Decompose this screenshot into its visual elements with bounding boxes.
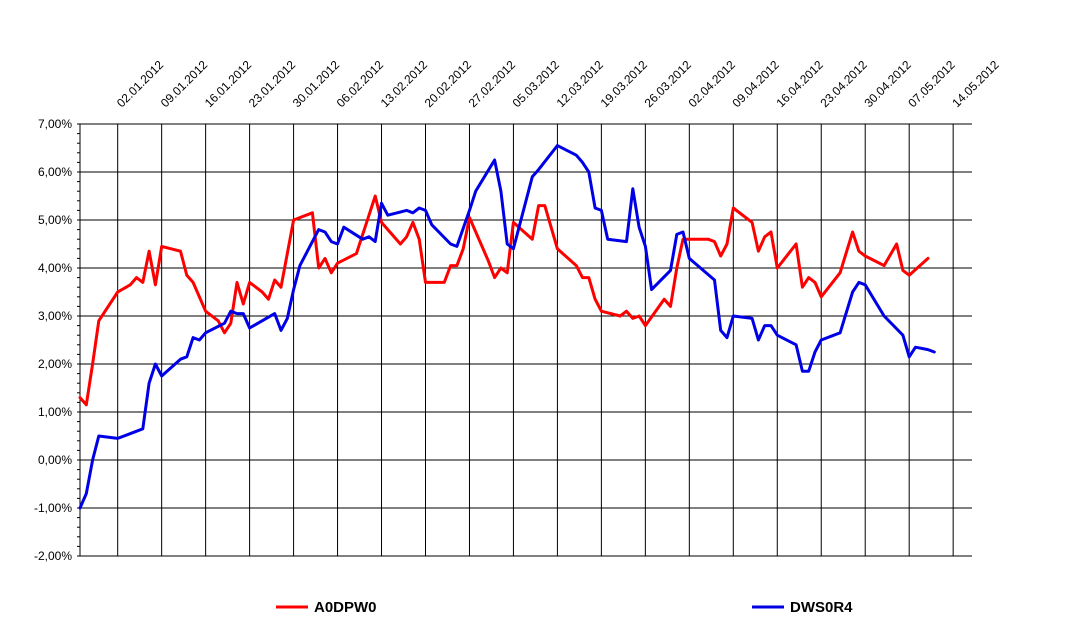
legend-label: A0DPW0: [314, 599, 377, 616]
horizontal-gridlines: [80, 123, 972, 557]
vertical-gridlines: [117, 124, 954, 556]
y-tick-label: 2,00%: [38, 357, 72, 371]
y-axis-tick-labels: 7,00% 6,00% 5,00% 4,00% 3,00% 2,00% 1,00% 0,00%…: [34, 117, 72, 563]
y-tick-label: 6,00%: [38, 165, 72, 179]
legend: A0DPW0 DWS0R4: [276, 599, 853, 616]
y-tick-label: -2,00%: [34, 549, 72, 563]
y-tick-label: 4,00%: [38, 261, 72, 275]
y-tick-label: 0,00%: [38, 453, 72, 467]
y-tick-label: 3,00%: [38, 309, 72, 323]
y-tick-label: 5,00%: [38, 213, 72, 227]
y-tick-label: 1,00%: [38, 405, 72, 419]
y-tick-label: -1,00%: [34, 501, 72, 515]
legend-label: DWS0R4: [790, 599, 853, 616]
series-lines: [78, 144, 936, 510]
y-tick-label: 7,00%: [38, 117, 72, 131]
series-line-dws0r4: [78, 144, 936, 510]
